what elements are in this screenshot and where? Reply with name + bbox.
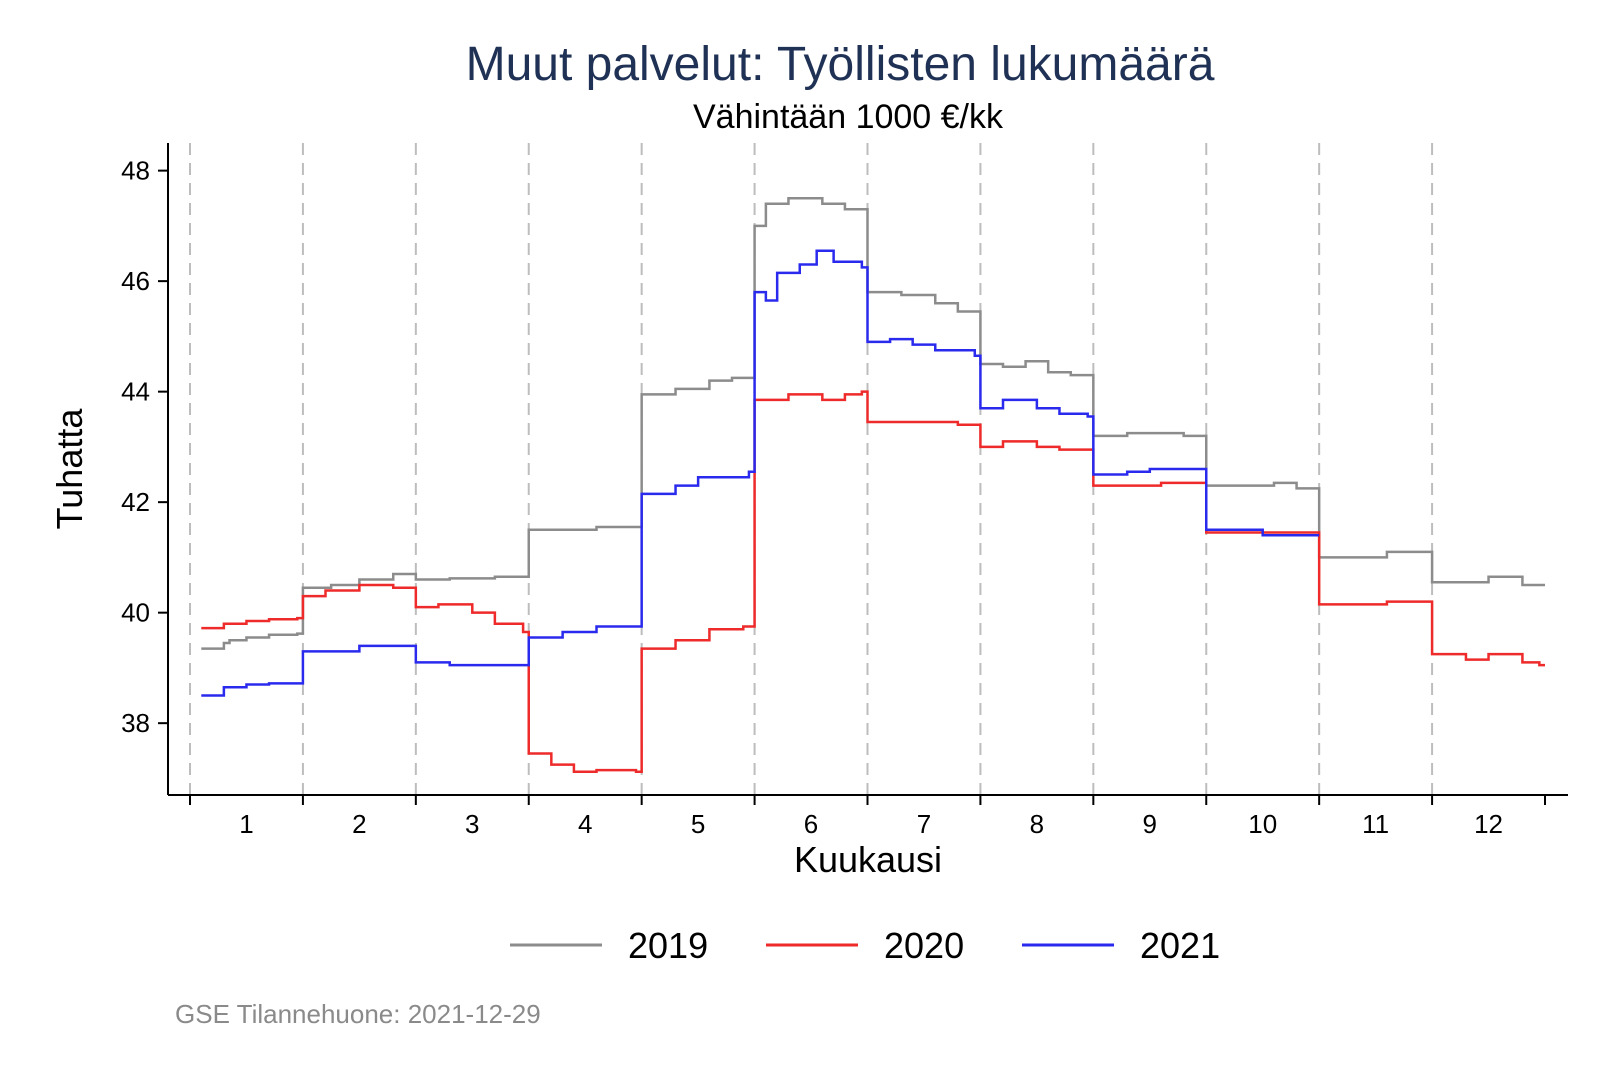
y-tick-label-40: 40	[121, 598, 150, 628]
x-tick-label-12: 12	[1474, 809, 1503, 839]
x-tick-label-2: 2	[352, 809, 366, 839]
source-note: GSE Tilannehuone: 2021-12-29	[175, 999, 541, 1029]
legend-label-2021: 2021	[1140, 925, 1220, 966]
x-axis-ticks: 1 2 3 4 5 6 7 8 9 10 11 12	[189, 795, 1546, 839]
x-tick-label-10: 10	[1248, 809, 1277, 839]
x-tick-label-1: 1	[239, 809, 253, 839]
series-line-2020	[201, 390, 1545, 774]
x-tick-label-6: 6	[804, 809, 818, 839]
y-tick-label-46: 46	[121, 266, 150, 296]
series-line-2021	[201, 249, 1320, 697]
legend: 2019 2020 2021	[510, 925, 1220, 966]
x-tick-label-8: 8	[1030, 809, 1044, 839]
x-tick-label-5: 5	[691, 809, 705, 839]
chart-title: Muut palvelut: Työllisten lukumäärä	[466, 38, 1215, 91]
series-line-2019	[201, 197, 1545, 650]
x-tick-label-3: 3	[465, 809, 479, 839]
legend-label-2019: 2019	[628, 925, 708, 966]
y-tick-label-48: 48	[121, 156, 150, 186]
x-tick-label-4: 4	[578, 809, 592, 839]
y-axis-ticks: 38 40 42 44 46 48	[121, 156, 168, 738]
legend-label-2020: 2020	[884, 925, 964, 966]
x-axis-title: Kuukausi	[794, 839, 942, 880]
y-tick-label-38: 38	[121, 708, 150, 738]
x-tick-label-11: 11	[1362, 809, 1389, 839]
y-tick-label-42: 42	[121, 487, 150, 517]
series-lines	[201, 197, 1545, 774]
chart-subtitle: Vähintään 1000 €/kk	[693, 98, 1004, 136]
gridlines	[189, 143, 1434, 795]
x-tick-label-7: 7	[917, 809, 931, 839]
x-tick-label-9: 9	[1143, 809, 1157, 839]
y-axis-title: Tuhatta	[49, 408, 90, 530]
y-tick-label-44: 44	[121, 377, 150, 407]
